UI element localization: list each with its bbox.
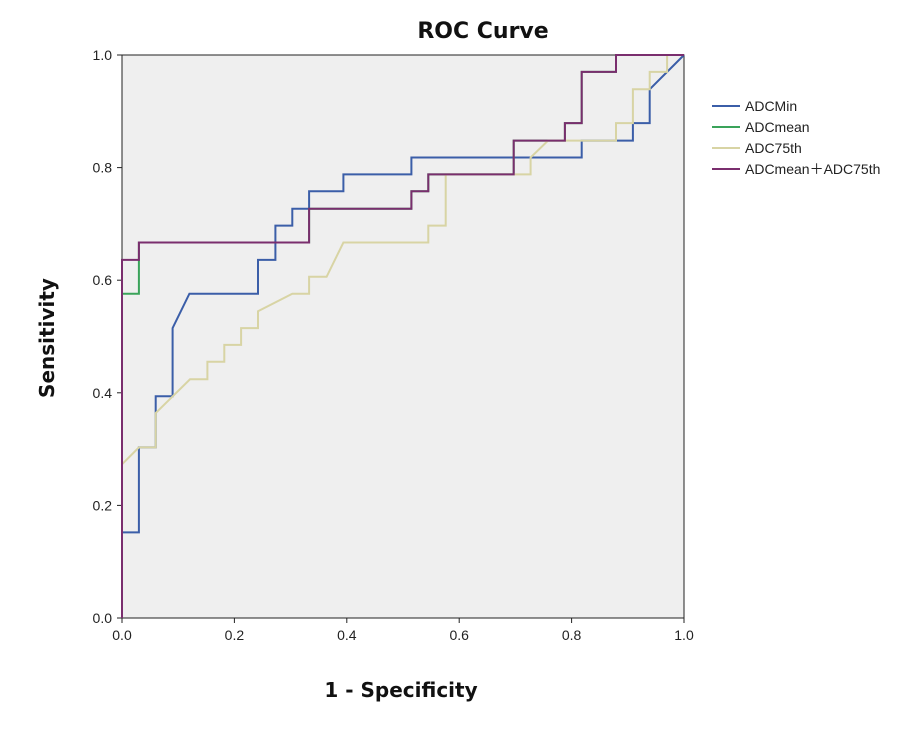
series-line-3 bbox=[121, 54, 684, 466]
x-tick-label: 0.4 bbox=[337, 627, 357, 643]
x-tick-label: 0.6 bbox=[449, 627, 469, 643]
y-axis-label: Sensitivity bbox=[35, 278, 59, 398]
plot-area bbox=[121, 54, 685, 619]
x-tick-label: 0.0 bbox=[112, 627, 132, 643]
y-tick-label: 0.0 bbox=[93, 610, 113, 626]
x-tick-label: 1.0 bbox=[674, 627, 694, 643]
y-tick-label: 0.8 bbox=[93, 160, 113, 176]
series-layer bbox=[121, 54, 685, 618]
legend-label: ADCMin bbox=[745, 98, 797, 114]
x-axis-label: 1 - Specificity bbox=[324, 678, 477, 702]
legend-label: ADCmean＋ADC75th bbox=[745, 161, 880, 177]
chart-title: ROC Curve bbox=[417, 19, 548, 44]
y-tick-label: 0.4 bbox=[93, 385, 113, 401]
legend-label: ADC75th bbox=[745, 140, 802, 156]
legend: ADCMin ADCmean ADC75th ADCmean＋ADC75th bbox=[712, 98, 880, 177]
axis-ticks: 0.0 0.2 0.4 0.6 0.8 1.0 0.0 0.2 0.4 0.6 0.8 1.0 bbox=[93, 47, 694, 643]
y-tick-label: 1.0 bbox=[93, 47, 113, 63]
x-tick-label: 0.8 bbox=[562, 627, 582, 643]
y-tick-label: 0.6 bbox=[93, 272, 113, 288]
series-line-4 bbox=[121, 54, 684, 618]
x-tick-label: 0.2 bbox=[225, 627, 245, 643]
legend-label: ADCmean bbox=[745, 119, 810, 135]
y-tick-label: 0.2 bbox=[93, 497, 113, 513]
